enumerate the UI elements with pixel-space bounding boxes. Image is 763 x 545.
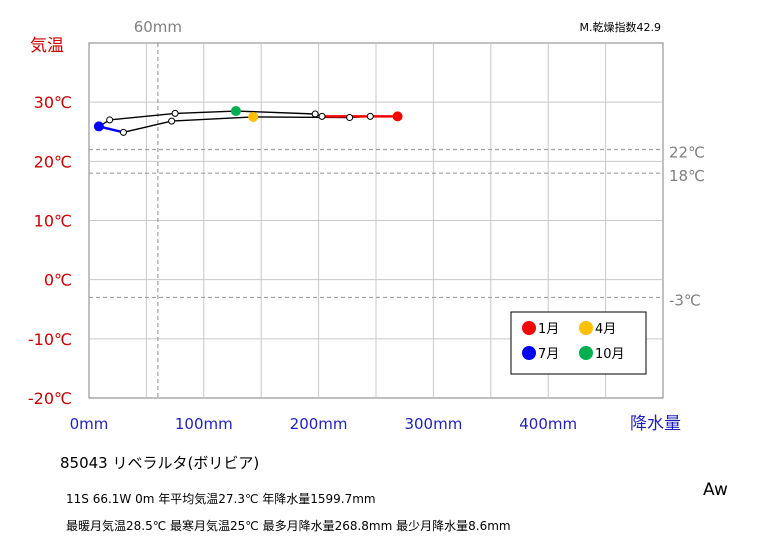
y-tick-label: 10℃	[34, 212, 72, 231]
month-point-11	[311, 110, 319, 118]
grid-lines	[89, 43, 663, 398]
month-marker-7	[93, 121, 104, 132]
legend-box	[510, 311, 647, 375]
x-axis-label: 降水量	[630, 414, 681, 434]
legend-label-jul: 7月	[538, 347, 559, 362]
series-segment	[175, 110, 236, 115]
month-marker-4	[248, 111, 259, 122]
y-tick-label: 20℃	[34, 152, 72, 171]
y-tick-label: -10℃	[28, 330, 72, 349]
x-tick-label: 300mm	[404, 415, 462, 433]
reference-lines: 60mm 22℃ 18℃ -3℃	[89, 18, 705, 398]
ref-label-horizontal: 18℃	[669, 167, 705, 185]
month-point-3	[346, 114, 354, 122]
legend-marker-jan	[522, 321, 536, 335]
x-tick-label: 0mm	[70, 415, 109, 433]
x-tick-label: 400mm	[519, 415, 577, 433]
station-info-line-1: 11S 66.1W 0m 年平均気温27.3℃ 年降水量1599.7mm	[66, 492, 376, 506]
series-segment	[235, 110, 316, 115]
y-tick-labels: 30℃ 20℃ 10℃ 0℃ -10℃ -20℃	[28, 93, 72, 408]
month-point-2	[366, 112, 374, 120]
y-tick-label: -20℃	[28, 389, 72, 408]
x-tick-labels: 0mm 100mm 200mm 300mm 400mm	[70, 415, 578, 433]
month-point-8	[106, 116, 114, 124]
station-info-line-2: 最暖月気温28.5℃ 最寒月気温25℃ 最多月降水量268.8mm 最少月降水量…	[66, 519, 511, 533]
legend-label-jan: 1月	[538, 322, 559, 337]
series-segment	[123, 120, 172, 134]
x-tick-label: 100mm	[175, 415, 233, 433]
y-tick-label: 30℃	[34, 93, 72, 112]
dryness-index: M.乾燥指数42.9	[580, 20, 661, 34]
ref-label-horizontal: 22℃	[669, 144, 705, 162]
month-point-12	[318, 112, 326, 120]
legend-marker-apr	[579, 321, 593, 335]
legend: 1月 4月 7月 10月	[510, 311, 647, 375]
series-segment	[109, 112, 176, 121]
month-point-6	[119, 128, 127, 136]
legend-marker-oct	[579, 346, 593, 360]
monthly-series	[93, 106, 403, 136]
legend-marker-jul	[522, 346, 536, 360]
x-tick-label: 200mm	[290, 415, 348, 433]
y-axis-label: 気温	[30, 36, 64, 56]
legend-label-oct: 10月	[595, 347, 625, 362]
month-marker-10	[230, 106, 241, 117]
series-segment	[171, 116, 254, 122]
y-tick-label: 0℃	[44, 271, 72, 290]
month-marker-1	[392, 111, 403, 122]
month-point-9	[171, 109, 179, 117]
month-point-5	[168, 117, 176, 125]
station-name-line: 85043 リベラルタ(ボリビア)	[60, 454, 260, 472]
legend-label-apr: 4月	[595, 322, 616, 337]
climate-classification: Aw	[703, 480, 728, 500]
ref-label-vertical: 60mm	[134, 18, 182, 36]
ref-label-horizontal: -3℃	[669, 291, 701, 309]
